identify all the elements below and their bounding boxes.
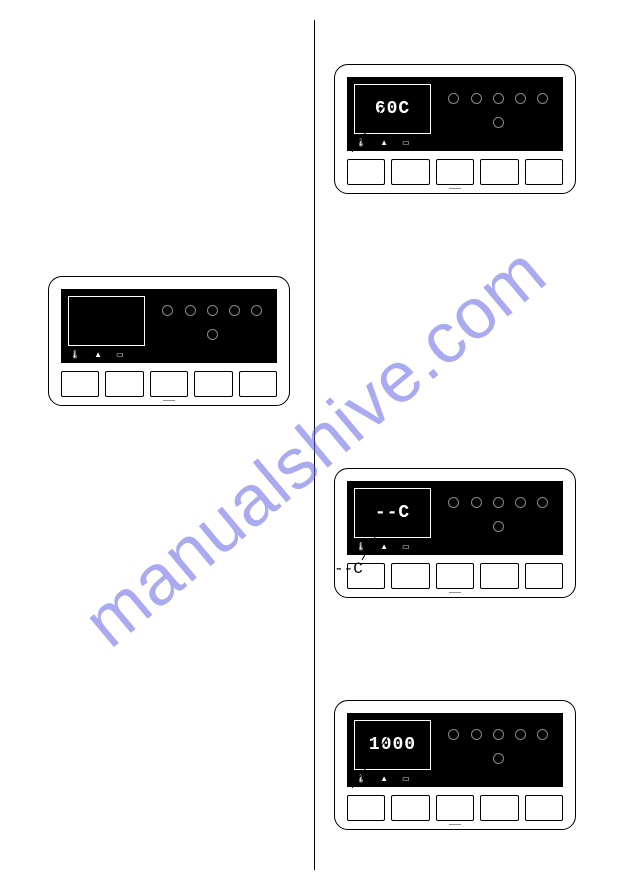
column-divider bbox=[314, 20, 315, 870]
panel-button[interactable] bbox=[525, 563, 563, 589]
indicator-dot bbox=[493, 117, 504, 128]
indicator-dots bbox=[157, 298, 268, 346]
panel-button[interactable] bbox=[525, 159, 563, 185]
brand-label: —— bbox=[449, 822, 461, 828]
battery-icon: ▭ bbox=[402, 774, 410, 783]
status-icons-row: 🌡 ▲ ▭ bbox=[356, 136, 554, 148]
status-icons-row: 🌡 ▲ ▭ bbox=[70, 348, 268, 360]
indicator-dot bbox=[471, 729, 482, 740]
panel-button[interactable] bbox=[347, 795, 385, 821]
panel-button[interactable] bbox=[194, 371, 232, 397]
indicator-dots bbox=[443, 490, 554, 538]
flame-icon: ▲ bbox=[380, 774, 388, 783]
display-area: 60C 🌡 ▲ ▭ bbox=[347, 77, 563, 151]
indicator-dots bbox=[443, 722, 554, 770]
control-panel-right-2: --C 🌡 ▲ ▭ —— bbox=[334, 468, 576, 598]
status-icons-row: 🌡 ▲ ▭ bbox=[356, 540, 554, 552]
battery-icon: ▭ bbox=[116, 350, 124, 359]
indicator-dot bbox=[537, 729, 548, 740]
control-panel-right-3: 1000 🌡 ▲ ▭ —— bbox=[334, 700, 576, 830]
lcd-screen: --C bbox=[354, 488, 431, 538]
lcd-screen: 60C bbox=[354, 84, 431, 134]
panel-button[interactable] bbox=[391, 159, 429, 185]
panel-button[interactable] bbox=[480, 795, 518, 821]
thermometer-icon: 🌡 bbox=[70, 350, 80, 359]
status-icons-row: 🌡 ▲ ▭ bbox=[356, 772, 554, 784]
battery-icon: ▭ bbox=[402, 138, 410, 147]
control-panel-left-1: 🌡 ▲ ▭ —— bbox=[48, 276, 290, 406]
panel-button[interactable] bbox=[391, 795, 429, 821]
indicator-dot bbox=[251, 305, 262, 316]
buttons-row bbox=[61, 371, 277, 397]
indicator-dot bbox=[229, 305, 240, 316]
thermometer-icon: 🌡 bbox=[356, 542, 366, 551]
lcd-screen: 1000 bbox=[354, 720, 431, 770]
indicator-dot bbox=[207, 305, 218, 316]
lcd-value: 60C bbox=[375, 99, 410, 119]
lcd-value: --C bbox=[375, 503, 410, 523]
indicator-dot bbox=[493, 729, 504, 740]
indicator-dot bbox=[537, 93, 548, 104]
indicator-dot bbox=[515, 729, 526, 740]
panel-button[interactable] bbox=[480, 563, 518, 589]
buttons-row bbox=[347, 795, 563, 821]
panel-button[interactable] bbox=[436, 563, 474, 589]
indicator-dot bbox=[448, 497, 459, 508]
thermometer-icon: 🌡 bbox=[356, 138, 366, 147]
display-area: --C 🌡 ▲ ▭ bbox=[347, 481, 563, 555]
panel-button[interactable] bbox=[347, 159, 385, 185]
panel-button[interactable] bbox=[150, 371, 188, 397]
page: manualshive.com 🌡 ▲ ▭ bbox=[0, 0, 629, 893]
display-area: 1000 🌡 ▲ ▭ bbox=[347, 713, 563, 787]
panel-button[interactable] bbox=[61, 371, 99, 397]
brand-label: —— bbox=[449, 186, 461, 192]
brand-label: —— bbox=[449, 590, 461, 596]
indicator-dot bbox=[162, 305, 173, 316]
panel-button[interactable] bbox=[239, 371, 277, 397]
panel-button[interactable] bbox=[480, 159, 518, 185]
indicator-dot bbox=[537, 497, 548, 508]
indicator-dot bbox=[185, 305, 196, 316]
lcd-value: 1000 bbox=[369, 735, 416, 755]
side-display-label: --C bbox=[334, 560, 363, 578]
display-area: 🌡 ▲ ▭ bbox=[61, 289, 277, 363]
thermometer-icon: 🌡 bbox=[356, 774, 366, 783]
indicator-dot bbox=[493, 521, 504, 532]
brand-label: —— bbox=[163, 398, 175, 404]
indicator-dot bbox=[515, 93, 526, 104]
panel-button[interactable] bbox=[105, 371, 143, 397]
panel-button[interactable] bbox=[436, 795, 474, 821]
indicator-dot bbox=[493, 753, 504, 764]
indicator-dot bbox=[448, 93, 459, 104]
indicator-dot bbox=[471, 93, 482, 104]
panel-button[interactable] bbox=[436, 159, 474, 185]
indicator-dot bbox=[471, 497, 482, 508]
buttons-row bbox=[347, 563, 563, 589]
indicator-dot bbox=[493, 93, 504, 104]
control-panel-right-1: 60C 🌡 ▲ ▭ —— bbox=[334, 64, 576, 194]
lcd-screen bbox=[68, 296, 145, 346]
buttons-row bbox=[347, 159, 563, 185]
indicator-dot bbox=[515, 497, 526, 508]
flame-icon: ▲ bbox=[94, 350, 102, 359]
indicator-dot bbox=[448, 729, 459, 740]
flame-icon: ▲ bbox=[380, 138, 388, 147]
battery-icon: ▭ bbox=[402, 542, 410, 551]
panel-button[interactable] bbox=[525, 795, 563, 821]
indicator-dot bbox=[207, 329, 218, 340]
indicator-dots bbox=[443, 86, 554, 134]
flame-icon: ▲ bbox=[380, 542, 388, 551]
panel-button[interactable] bbox=[391, 563, 429, 589]
indicator-dot bbox=[493, 497, 504, 508]
